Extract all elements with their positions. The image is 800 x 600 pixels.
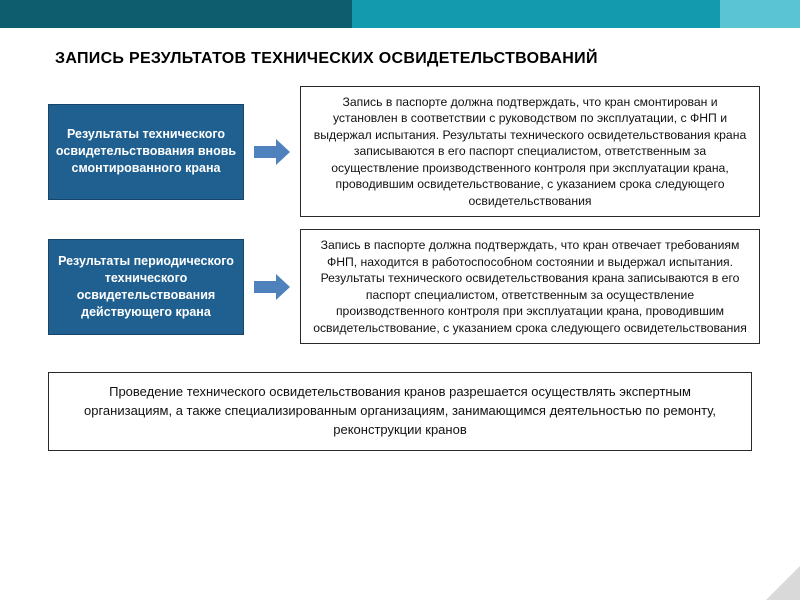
flow-row-1: Результаты технического освидетельствова…	[0, 80, 800, 223]
slide-title: ЗАПИСЬ РЕЗУЛЬТАТОВ ТЕХНИЧЕСКИХ ОСВИДЕТЕЛ…	[0, 28, 800, 80]
source-box-2: Результаты периодического технического о…	[48, 239, 244, 335]
arrow-stem	[254, 281, 276, 293]
description-box-1: Запись в паспорте должна подтверждать, ч…	[300, 86, 760, 217]
footnote-box: Проведение технического освидетельствова…	[48, 372, 752, 451]
page-corner-fold-icon	[766, 566, 800, 600]
source-box-1: Результаты технического освидетельствова…	[48, 104, 244, 200]
arrow-stem	[254, 146, 276, 158]
header-decoration	[0, 0, 800, 28]
bar-teal	[352, 0, 720, 28]
flow-row-2: Результаты периодического технического о…	[0, 223, 800, 350]
bar-dark	[0, 0, 352, 28]
arrow-icon	[254, 139, 290, 165]
bar-light	[720, 0, 800, 28]
description-box-2: Запись в паспорте должна подтверждать, ч…	[300, 229, 760, 344]
arrow-head	[276, 274, 290, 300]
arrow-icon	[254, 274, 290, 300]
arrow-head	[276, 139, 290, 165]
